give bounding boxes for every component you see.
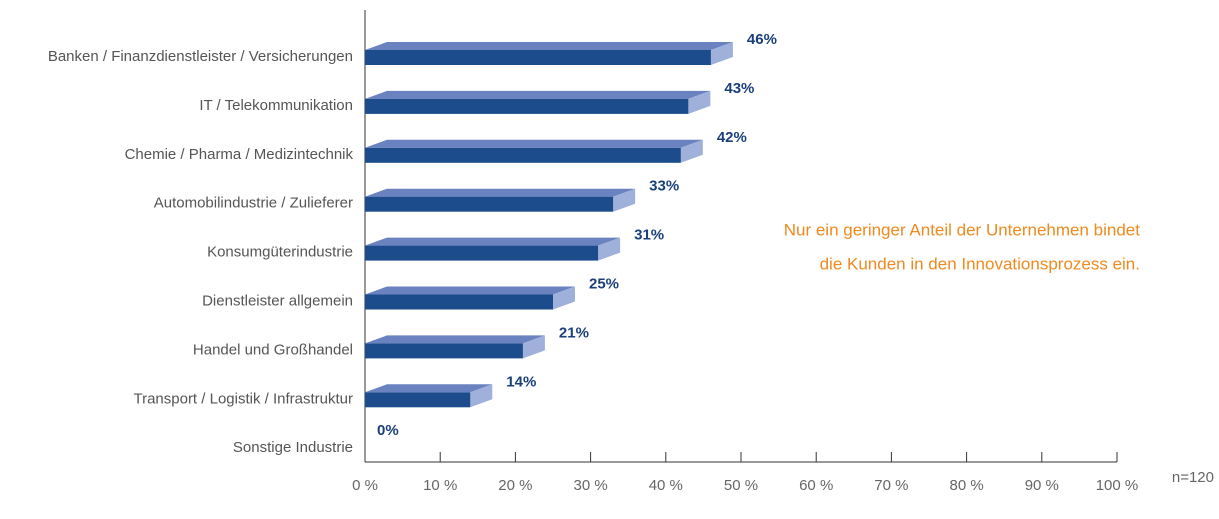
sample-note: n=120 — [1172, 469, 1214, 486]
y-tick-label: Handel und Großhandel — [193, 341, 353, 358]
y-tick-label: Banken / Finanzdienstleister / Versicher… — [48, 48, 353, 65]
bar-side — [613, 188, 636, 212]
x-tick-label: 40 % — [649, 477, 683, 494]
annotation: die Kunden in den Innovationsprozess ein… — [820, 254, 1140, 273]
value-label: 46% — [747, 31, 777, 48]
y-tick-label: Dienstleister allgemein — [202, 292, 353, 309]
value-label: 42% — [717, 129, 747, 146]
bar-top — [365, 90, 711, 99]
value-label: 14% — [506, 373, 536, 390]
bar-side — [710, 42, 733, 65]
x-tick-label: 0 % — [352, 477, 378, 494]
y-tick-label: IT / Telekommunikation — [199, 97, 353, 114]
bar — [365, 196, 614, 212]
value-label: 43% — [724, 80, 754, 97]
y-tick-label: Chemie / Pharma / Medizintechnik — [125, 146, 354, 163]
y-tick-label: Transport / Logistik / Infrastruktur — [133, 390, 353, 407]
bar-top — [365, 42, 733, 50]
bar — [365, 98, 689, 114]
value-label: 0% — [377, 422, 399, 439]
bar-top — [365, 188, 636, 197]
x-tick-label: 90 % — [1025, 477, 1059, 494]
annotation: Nur ein geringer Anteil der Unternehmen … — [784, 220, 1141, 239]
y-tick-label: Sonstige Industrie — [233, 439, 353, 456]
x-tick-label: 10 % — [423, 477, 457, 494]
bar-top — [365, 237, 621, 246]
bar-side — [553, 286, 575, 310]
bar-side — [680, 139, 703, 163]
bar — [365, 50, 711, 65]
bar — [365, 343, 523, 359]
bar-side — [688, 90, 711, 114]
y-tick-label: Konsumgüterindustrie — [207, 244, 353, 261]
value-label: 21% — [559, 324, 589, 341]
bar — [365, 392, 471, 408]
value-label: 25% — [589, 275, 619, 292]
y-tick-label: Automobilindustrie / Zulieferer — [154, 195, 353, 212]
bar-top — [365, 335, 545, 344]
x-tick-label: 70 % — [874, 477, 908, 494]
bar-top — [365, 139, 703, 148]
x-tick-label: 100 % — [1096, 477, 1139, 494]
x-tick-label: 20 % — [498, 477, 532, 494]
bar — [365, 147, 681, 163]
value-label: 31% — [634, 227, 664, 244]
bar-top — [365, 286, 575, 295]
bar — [365, 294, 553, 310]
bar-top — [365, 384, 493, 393]
bar-side — [470, 384, 493, 408]
value-label: 33% — [649, 178, 679, 195]
x-tick-label: 30 % — [573, 477, 607, 494]
bar — [365, 245, 599, 261]
bar-side — [522, 335, 545, 359]
x-tick-label: 80 % — [949, 477, 983, 494]
x-tick-label: 50 % — [724, 477, 758, 494]
x-tick-label: 60 % — [799, 477, 833, 494]
bar-side — [598, 237, 621, 261]
